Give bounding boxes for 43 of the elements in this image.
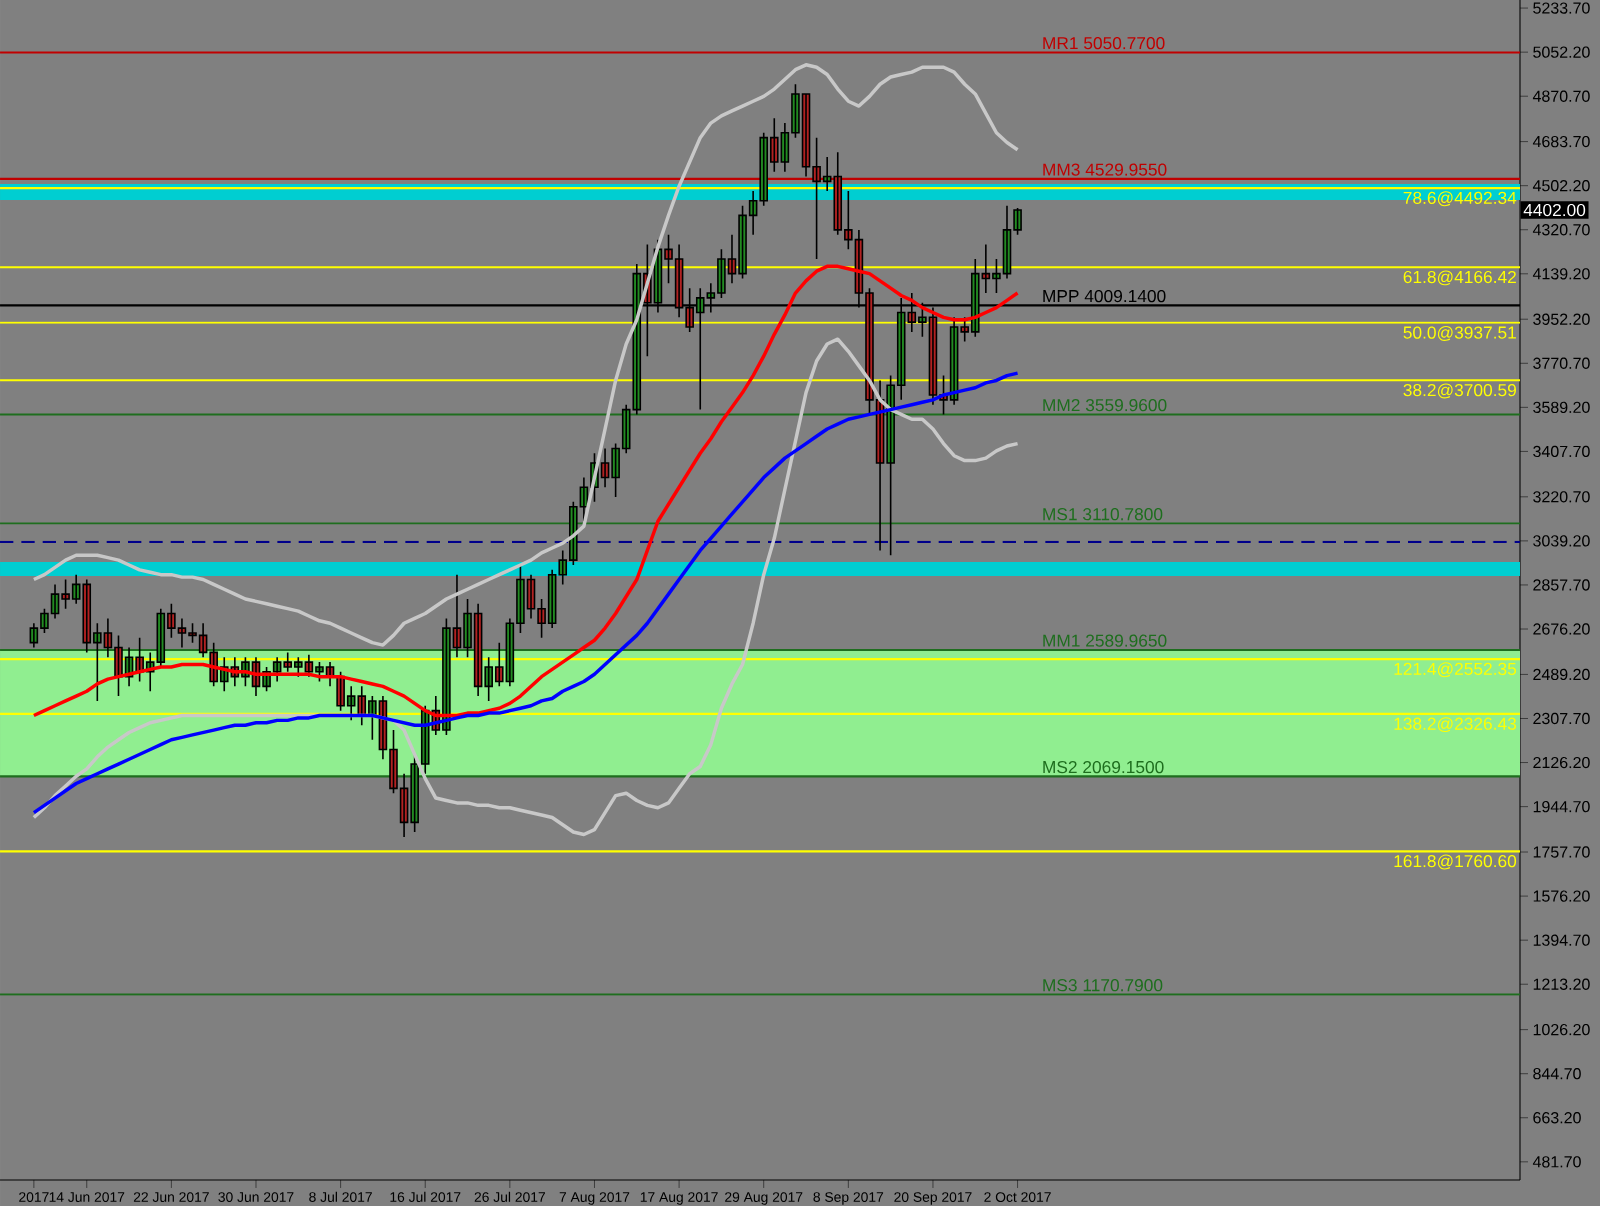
y-tick-label: 3952.20 — [1533, 313, 1590, 325]
y-tick-label: 1026.20 — [1533, 1023, 1590, 1036]
y-tick-label: 4502.20 — [1532, 180, 1590, 192]
ref-line-label: MS1 3110.7800 — [1043, 508, 1163, 521]
ref-line-label: MPP 4009.1400 — [1043, 289, 1166, 303]
ref-line-label: MM1 2589.9650 — [1043, 634, 1167, 647]
y-tick-label: 1944.70 — [1533, 800, 1590, 813]
ref-line-label: 121.4@2552.35 — [1394, 662, 1517, 678]
y-tick-label: 2676.20 — [1533, 623, 1590, 635]
y-tick-label: 844.70 — [1533, 1068, 1581, 1080]
ref-line-label: MR1 5050.7700 — [1043, 37, 1165, 50]
ref-line-label: MS3 1170.7900 — [1043, 979, 1163, 992]
ref-line-label: MM2 3559.9600 — [1043, 398, 1167, 412]
y-tick-label: 3039.20 — [1533, 535, 1590, 547]
y-tick-label: 1394.70 — [1533, 934, 1590, 946]
y-tick-label: 1576.20 — [1533, 890, 1590, 902]
y-tick-label: 481.70 — [1532, 1156, 1581, 1168]
y-tick-label: 5233.70 — [1533, 2, 1590, 14]
y-tick-label: 3220.70 — [1533, 491, 1590, 503]
ref-line-label: 38.2@3700.59 — [1403, 383, 1516, 399]
ref-line-label: 138.2@2326.43 — [1394, 717, 1517, 733]
text: 4402.00 — [1523, 203, 1586, 217]
y-tick-label: 1757.70 — [1533, 846, 1590, 858]
y-tick-label: 2307.70 — [1533, 712, 1590, 725]
ref-line-label: 161.8@1760.60 — [1394, 854, 1517, 870]
y-tick-label: 3589.20 — [1533, 401, 1590, 414]
ref-line-label: 50.0@3937.51 — [1403, 326, 1516, 341]
y-tick-label: 4320.70 — [1532, 224, 1590, 236]
y-tick-label: 2126.20 — [1533, 756, 1590, 769]
ref-line-label: MM3 4529.9550 — [1043, 163, 1167, 176]
y-tick-label: 2857.70 — [1533, 579, 1590, 591]
y-tick-label: 3770.70 — [1533, 357, 1590, 369]
ref-line-label: MS2 2069.1500 — [1043, 760, 1164, 774]
y-tick-label: 3407.70 — [1533, 445, 1590, 458]
y-tick-label: 663.20 — [1533, 1112, 1581, 1124]
y-tick-label: 2489.20 — [1533, 668, 1590, 681]
y-tick-label: 4683.70 — [1532, 135, 1590, 148]
y-tick-label: 4139.20 — [1532, 268, 1590, 280]
y-tick-label: 5052.20 — [1533, 46, 1590, 58]
ref-line-label: 78.6@4492.34 — [1403, 191, 1517, 207]
y-tick-label: 1213.20 — [1533, 978, 1590, 990]
y-tick-label: 4870.70 — [1532, 90, 1590, 102]
ref-line-label: 61.8@4166.42 — [1403, 270, 1516, 286]
